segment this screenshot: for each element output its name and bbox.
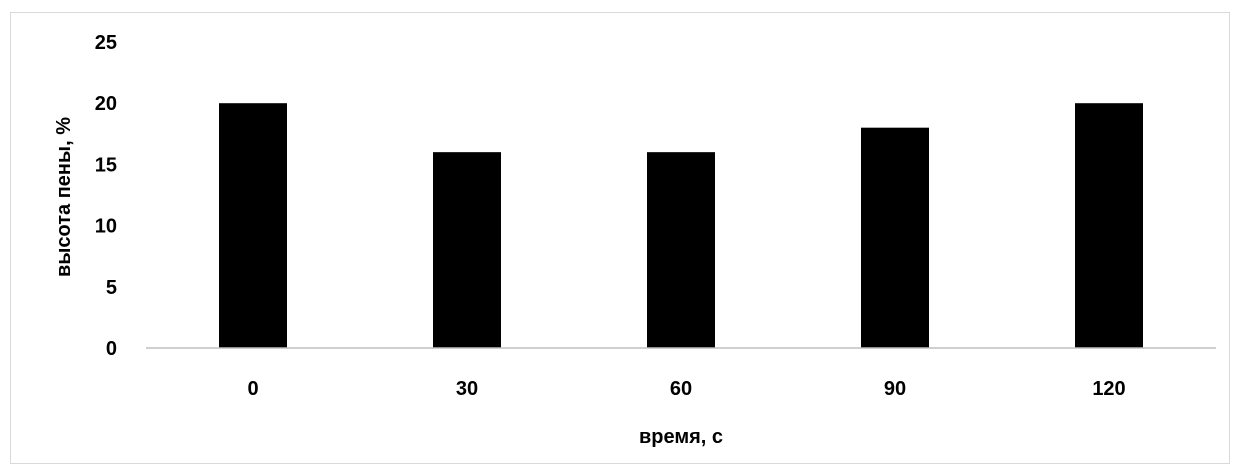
bar-60 [647,152,715,348]
x-axis-title: время, с [639,426,723,448]
x-tick-label: 60 [670,378,692,400]
bar-0 [219,103,287,348]
x-tick-label: 30 [456,378,478,400]
y-tick-label: 15 [95,154,117,176]
x-tick-label: 90 [884,378,906,400]
bars-group [219,103,1143,349]
y-axis-title: высота пены, % [53,117,75,277]
y-tick-labels: 0 5 10 15 20 25 [95,32,117,360]
y-tick-label: 5 [106,277,117,299]
y-tick-label: 10 [95,216,117,238]
y-tick-label: 20 [95,93,117,115]
x-tick-label: 0 [247,378,258,400]
bar-90 [861,127,929,349]
bar-120 [1075,103,1143,348]
y-tick-label: 25 [95,32,117,54]
chart-frame [10,12,1230,464]
x-tick-label: 120 [1092,378,1125,400]
x-tick-labels: 0 30 60 90 120 [247,378,1125,400]
y-tick-label: 0 [106,338,117,360]
bar-30 [433,152,501,348]
